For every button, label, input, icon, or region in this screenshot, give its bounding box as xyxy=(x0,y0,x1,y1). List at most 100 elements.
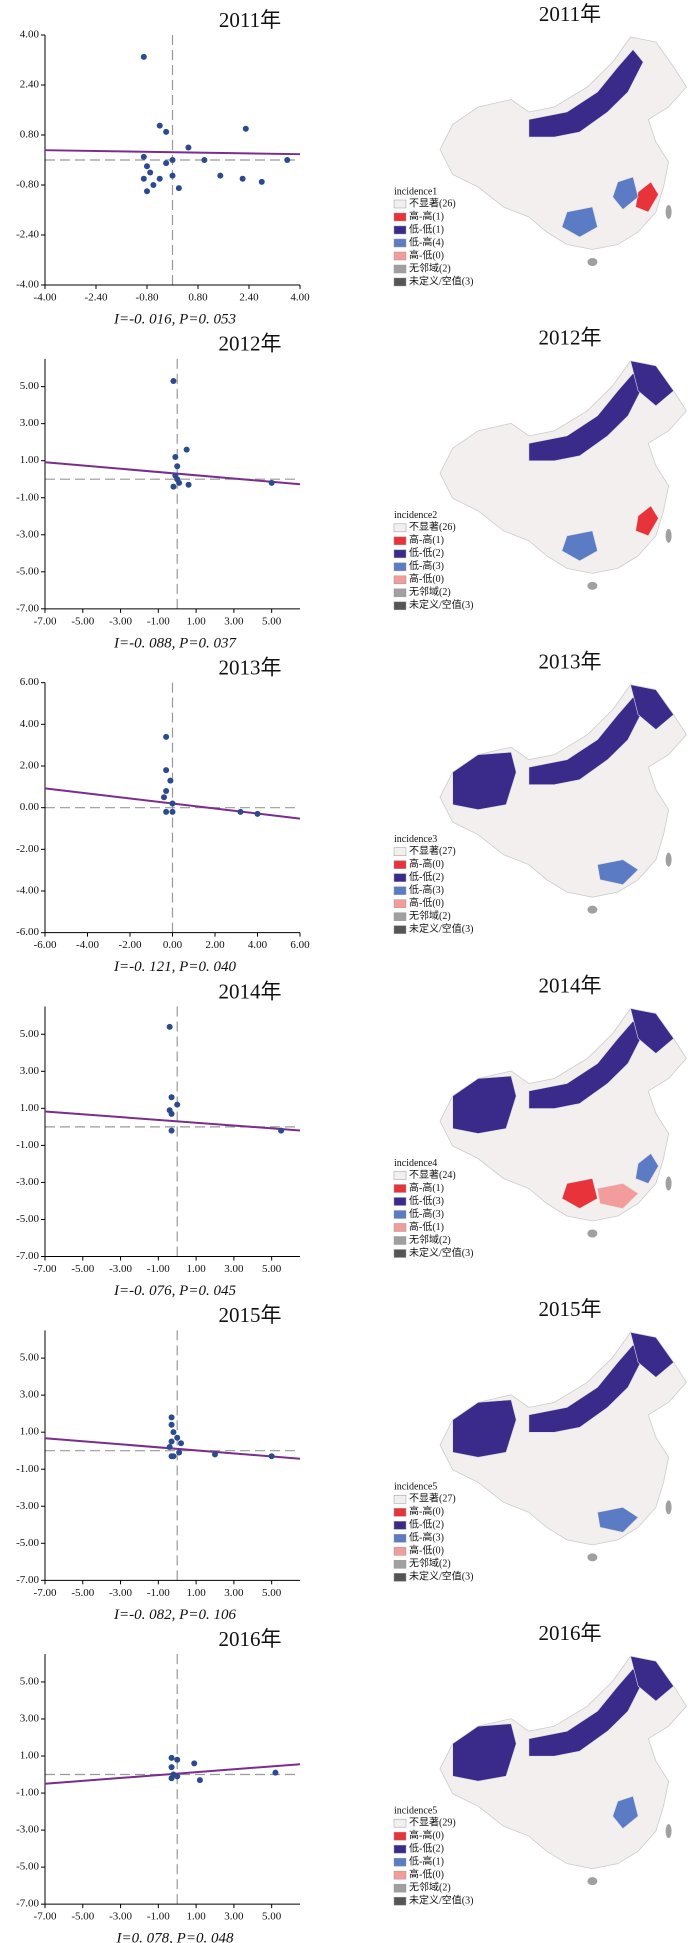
x-tick-label: 3.00 xyxy=(224,1263,244,1275)
y-tick-label: -6.00 xyxy=(16,926,39,938)
y-tick-label: -3.00 xyxy=(16,1176,39,1188)
statistic: I=-0. 076, P=0. 045 xyxy=(113,1283,236,1299)
point xyxy=(217,172,224,179)
legend-swatch xyxy=(393,1883,407,1893)
point xyxy=(156,175,163,182)
map-region xyxy=(630,684,675,731)
point xyxy=(254,810,261,817)
y-tick-label: -7.00 xyxy=(16,602,39,614)
x-tick-label: 4.00 xyxy=(290,292,310,304)
legend-swatch xyxy=(393,1896,407,1906)
legend-swatch xyxy=(393,1547,407,1556)
y-tick-label: -1.00 xyxy=(16,1139,39,1151)
x-tick-label: -4.00 xyxy=(34,292,57,304)
legend-swatch xyxy=(393,225,407,235)
point xyxy=(174,1434,181,1441)
regression-line xyxy=(44,149,301,156)
x-tick-label: 1.00 xyxy=(186,1911,206,1923)
point xyxy=(284,157,291,163)
point xyxy=(169,808,176,815)
x-tick-label: 6.00 xyxy=(290,939,310,951)
legend-swatch xyxy=(393,264,407,274)
legend-swatch xyxy=(393,251,407,261)
point xyxy=(150,182,157,188)
x-tick-label: 3.00 xyxy=(224,1911,244,1923)
x-tick-label: -6.00 xyxy=(34,939,57,951)
point xyxy=(163,733,170,740)
y-tick-label: 5.00 xyxy=(20,380,40,392)
y-tick-label: 2.40 xyxy=(20,79,40,91)
statistic: I=-0. 088, P=0. 037 xyxy=(113,635,237,651)
map-region xyxy=(528,696,644,785)
map-region xyxy=(630,1008,675,1054)
y-tick-label: -1.00 xyxy=(16,1463,39,1475)
point xyxy=(185,481,192,488)
map-outline xyxy=(439,36,687,250)
map-island xyxy=(665,1824,672,1839)
legend-title: incidence1 xyxy=(394,186,437,197)
point xyxy=(163,808,170,815)
statistic: I=-0. 016, P=0. 053 xyxy=(113,311,236,327)
y-tick-label: 6.00 xyxy=(20,676,40,688)
y-tick-label: -2.40 xyxy=(16,229,39,241)
map-island xyxy=(665,528,672,543)
legend-swatch xyxy=(393,847,407,856)
legend-label: 高-低(0) xyxy=(409,572,444,585)
legend-swatch xyxy=(393,1560,407,1569)
x-tick-label: 3.00 xyxy=(224,1587,244,1599)
point xyxy=(144,163,150,170)
y-tick-label: 1.00 xyxy=(20,1426,40,1438)
map-region xyxy=(635,505,659,537)
point xyxy=(163,788,170,794)
y-tick-label: -0.80 xyxy=(16,179,39,191)
y-tick-label: -4.00 xyxy=(16,279,39,291)
x-tick-label: 5.00 xyxy=(262,1263,282,1275)
map-region xyxy=(630,1655,675,1702)
statistic: I=0. 078, P=0. 048 xyxy=(116,1931,234,1943)
x-tick-label: -5.00 xyxy=(71,615,94,627)
legend-label: 低-低(2) xyxy=(409,870,444,883)
map-region xyxy=(452,1399,517,1458)
legend-label: 不显著(26) xyxy=(409,196,456,209)
legend-label: 高-高(1) xyxy=(409,533,444,546)
legend-label: 未定义/空值(3) xyxy=(409,598,473,611)
legend-label: 无邻域(2) xyxy=(409,909,451,922)
point xyxy=(156,122,163,129)
legend-label: 无邻域(2) xyxy=(409,261,451,274)
legend-swatch xyxy=(393,238,407,248)
legend-swatch xyxy=(393,1870,407,1880)
map-title: 2012年 xyxy=(539,326,602,350)
x-tick-label: -2.00 xyxy=(119,939,142,951)
map-title: 2015年 xyxy=(539,1297,602,1321)
legend-swatch xyxy=(393,1223,407,1232)
map-region xyxy=(635,1153,659,1184)
point xyxy=(163,767,170,774)
x-tick-label: 1.00 xyxy=(186,1587,206,1599)
legend-label: 低-低(2) xyxy=(409,546,444,559)
map-island xyxy=(587,581,598,590)
legend-label: 不显著(29) xyxy=(409,1815,456,1828)
point xyxy=(176,1449,183,1456)
x-tick-label: 0.00 xyxy=(163,939,183,951)
y-tick-label: 1.00 xyxy=(20,1102,40,1114)
point xyxy=(258,178,265,185)
y-tick-label: 3.00 xyxy=(20,417,40,429)
map-island xyxy=(587,1553,598,1562)
point xyxy=(140,53,147,60)
legend-label: 低-低(2) xyxy=(409,1841,444,1854)
legend-label: 无邻域(2) xyxy=(409,1233,451,1246)
map-title: 2011年 xyxy=(539,2,601,26)
map-region xyxy=(528,1020,644,1109)
legend-swatch xyxy=(393,588,407,598)
map-island xyxy=(587,1229,598,1238)
statistic: I=-0. 082, P=0. 106 xyxy=(113,1607,236,1623)
y-tick-label: 3.00 xyxy=(20,1713,40,1725)
y-tick-label: -3.00 xyxy=(16,1500,39,1512)
y-tick-label: 1.00 xyxy=(20,454,40,466)
y-tick-label: -2.00 xyxy=(16,843,39,855)
legend-label: 低-低(2) xyxy=(409,1518,444,1531)
legend-swatch xyxy=(393,899,407,908)
point xyxy=(242,125,249,132)
legend-label: 低-高(4) xyxy=(409,235,444,248)
